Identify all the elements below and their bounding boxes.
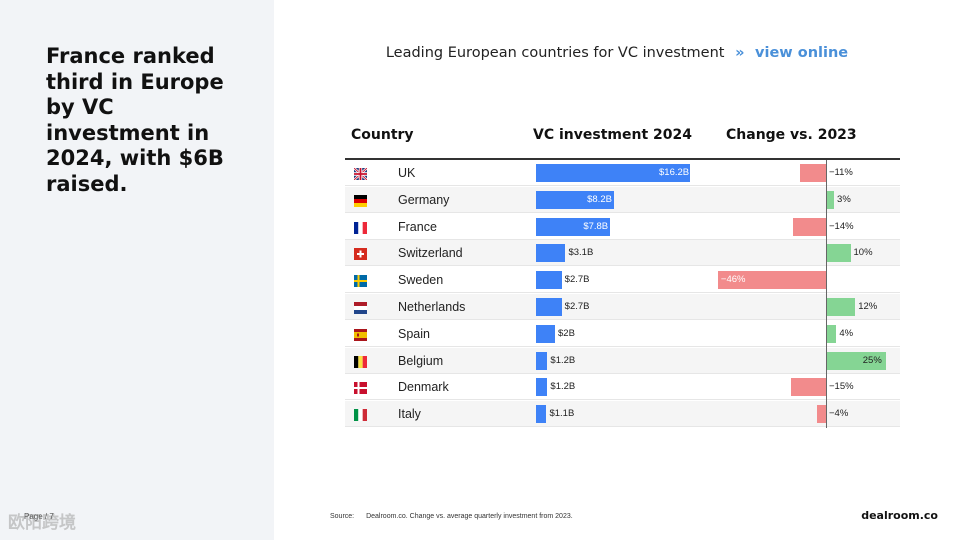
spain-flag-icon [354, 328, 367, 341]
row-divider [345, 265, 900, 267]
table-row: Italy $1.1B −4% [345, 401, 900, 428]
country-name: Netherlands [398, 300, 466, 314]
watermark: 欧阳跨境 [8, 513, 76, 532]
investment-bar [536, 271, 562, 290]
row-divider [345, 292, 900, 294]
country-name: France [398, 219, 437, 234]
investment-bar [536, 324, 555, 343]
investment-value-label: $2.7B [564, 301, 590, 312]
investment-bar [536, 164, 690, 182]
change-value-label: −15% [829, 381, 854, 393]
investment-value-label: $2B [558, 327, 575, 339]
investment-bar [536, 405, 547, 424]
investment-bar [536, 244, 566, 263]
row-divider [345, 372, 900, 374]
change-bar-positive [827, 324, 837, 343]
chart-title: Leading European countries for VC invest… [274, 45, 960, 61]
investment-value-label: $3.1B [568, 247, 594, 259]
netherlands-flag-icon [354, 301, 367, 314]
table-row: Switzerland $3.1B 10% [345, 240, 900, 267]
italy-flag-icon [354, 408, 367, 422]
investment-value-label: $8.2B [587, 193, 612, 205]
denmark-flag-icon [354, 381, 367, 395]
country-name: UK [398, 166, 416, 180]
table-row: Germany $8.2B 3% [345, 186, 900, 213]
change-value-label: −14% [829, 220, 854, 232]
investment-bar [536, 190, 614, 209]
row-divider [345, 426, 900, 428]
change-value-label: 3% [837, 193, 851, 205]
brand-logo: dealroom.co [861, 509, 938, 522]
country-name: Switzerland [398, 246, 463, 261]
column-header-country: Country [351, 127, 414, 143]
row-divider [345, 319, 900, 320]
switzerland-flag-icon [354, 247, 367, 261]
change-bar-positive [827, 190, 835, 209]
france-flag-icon [354, 221, 367, 234]
change-value-label: −11% [829, 167, 853, 178]
investment-bar [536, 378, 548, 397]
investment-value-label: $1.2B [550, 381, 576, 393]
country-name: Italy [398, 407, 421, 422]
header-rule [345, 158, 900, 160]
change-bar-negative [800, 164, 826, 182]
investment-value-label: $1.1B [549, 408, 575, 420]
column-header-investment: VC investment 2024 [533, 127, 692, 143]
investment-value-label: $16.2B [659, 167, 690, 178]
headline: France ranked third in Europe by VC inve… [46, 44, 224, 196]
source-note: Source: Dealroom.co. Change vs. average … [330, 513, 573, 520]
country-name: Germany [398, 192, 450, 207]
change-bar-positive [827, 351, 886, 370]
double-chevron-icon: » [735, 45, 745, 61]
table-row: Belgium $1.2B 25% [345, 347, 900, 374]
change-value-label: −4% [829, 408, 849, 420]
table-row: France $7.8B −14% [345, 214, 900, 240]
change-bar-negative [793, 217, 826, 236]
change-zero-line [826, 160, 827, 428]
source-label: Source: [330, 513, 355, 520]
investment-bar [536, 217, 611, 236]
change-bar-negative [717, 271, 826, 290]
country-name: Sweden [398, 273, 444, 288]
investment-value-label: $2.7B [564, 274, 590, 286]
row-divider [345, 211, 900, 213]
chart-title-text: Leading European countries for VC invest… [385, 45, 725, 61]
left-panel [0, 0, 274, 540]
table-row: UK $16.2B −11% [345, 160, 900, 186]
row-divider [345, 399, 900, 401]
column-header-change: Change vs. 2023 [726, 127, 857, 143]
table-row: Netherlands $2.7B 12% [345, 294, 900, 320]
page-number: Page / 7 [24, 512, 54, 521]
country-name: Denmark [398, 380, 449, 395]
belgium-flag-icon [354, 355, 367, 368]
row-divider [345, 345, 900, 347]
country-name: Belgium [398, 353, 444, 368]
change-value-label: 25% [862, 354, 882, 366]
change-bar-positive [827, 298, 856, 316]
investment-bar [536, 351, 548, 370]
sweden-flag-icon [354, 274, 367, 288]
uk-flag-icon [353, 167, 368, 181]
investment-bar [536, 298, 562, 316]
table-row: Sweden $2.7B −46% [345, 267, 900, 294]
table-row: Denmark $1.2B −15% [345, 374, 900, 401]
country-name: Spain [398, 326, 430, 341]
change-value-label: 4% [839, 327, 854, 339]
germany-flag-icon [354, 194, 367, 207]
table-row: Spain $2B 4% [345, 321, 900, 347]
row-divider [345, 185, 900, 186]
investment-value-label: $7.8B [583, 220, 609, 232]
change-value-label: −46% [720, 274, 746, 286]
change-bar-negative [816, 405, 826, 424]
change-value-label: 12% [858, 301, 878, 312]
change-bar-positive [827, 244, 851, 263]
view-online-link[interactable]: view online [755, 45, 849, 61]
change-value-label: 10% [853, 247, 873, 259]
change-bar-negative [790, 378, 826, 397]
investment-value-label: $1.2B [550, 354, 576, 366]
row-divider [345, 238, 900, 240]
source-text: Dealroom.co. Change vs. average quarterl… [366, 513, 573, 520]
